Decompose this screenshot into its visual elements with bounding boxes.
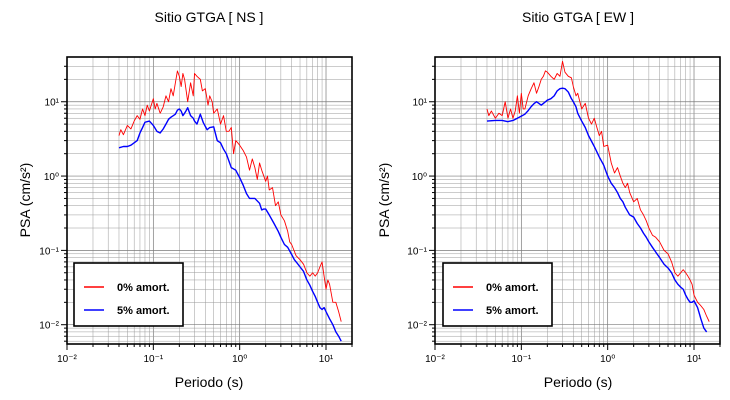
plot-frame xyxy=(66,56,353,345)
chart-title: Sitio GTGA [ NS ] xyxy=(155,9,264,25)
legend: 0% amort. 5% amort. xyxy=(442,262,553,327)
series-line-5pct xyxy=(486,87,708,333)
x-tick-label: 10⁻¹ xyxy=(143,354,163,365)
x-tick-label: 10⁰ xyxy=(232,354,247,365)
legend-label-5pct: 5% amort. xyxy=(117,305,170,317)
plot-frame xyxy=(434,56,721,345)
series-line-0pct xyxy=(486,60,710,322)
chart-title: Sitio GTGA [ EW ] xyxy=(522,9,634,25)
chart-panel-ew: Sitio GTGA [ EW ] 10⁻² 10⁻¹ 10⁰ 10¹ 10⁻² 10⁻¹… xyxy=(376,9,721,390)
y-tick-label: 10⁻¹ xyxy=(407,246,427,257)
x-tick-label: 10⁰ xyxy=(600,354,615,365)
tick-marks xyxy=(429,65,721,350)
x-tick-label: 10⁻¹ xyxy=(511,354,531,365)
series-layer xyxy=(118,70,342,342)
chart-panel-ns: Sitio GTGA [ NS ] 10⁻² 10⁻¹ 10⁰ 10¹ 10⁻² 10⁻¹… xyxy=(17,9,353,390)
y-tick-label: 10¹ xyxy=(413,98,428,109)
y-tick-label: 10⁻² xyxy=(407,321,427,332)
tick-labels: 10⁻² 10⁻¹ 10⁰ 10¹ 10⁻² 10⁻¹ 10⁰ 10¹ xyxy=(407,98,702,365)
series-line-5pct xyxy=(118,107,342,342)
x-tick-label: 10⁻² xyxy=(425,354,445,365)
tick-marks xyxy=(61,65,353,350)
legend: 0% amort. 5% amort. xyxy=(73,262,184,327)
series-layer xyxy=(486,60,710,333)
legend-box xyxy=(442,262,553,327)
legend-box xyxy=(73,262,184,327)
x-tick-label: 10¹ xyxy=(687,354,702,365)
x-tick-label: 10¹ xyxy=(319,354,334,365)
y-axis-label: PSA (cm/s²) xyxy=(17,163,33,238)
x-axis-label: Periodo (s) xyxy=(175,374,243,390)
legend-label-0pct: 0% amort. xyxy=(486,282,539,294)
legend-label-0pct: 0% amort. xyxy=(117,282,170,294)
tick-labels: 10⁻² 10⁻¹ 10⁰ 10¹ 10⁻² 10⁻¹ 10⁰ 10¹ xyxy=(39,98,334,365)
series-line-0pct xyxy=(118,70,342,322)
y-axis-label: PSA (cm/s²) xyxy=(376,163,392,238)
y-tick-label: 10¹ xyxy=(45,98,60,109)
y-tick-label: 10⁰ xyxy=(44,172,59,183)
x-tick-label: 10⁻² xyxy=(57,354,77,365)
y-tick-label: 10⁻² xyxy=(39,321,59,332)
legend-label-5pct: 5% amort. xyxy=(486,305,539,317)
y-tick-label: 10⁰ xyxy=(412,172,427,183)
x-axis-label: Periodo (s) xyxy=(544,374,612,390)
y-tick-label: 10⁻¹ xyxy=(39,246,59,257)
